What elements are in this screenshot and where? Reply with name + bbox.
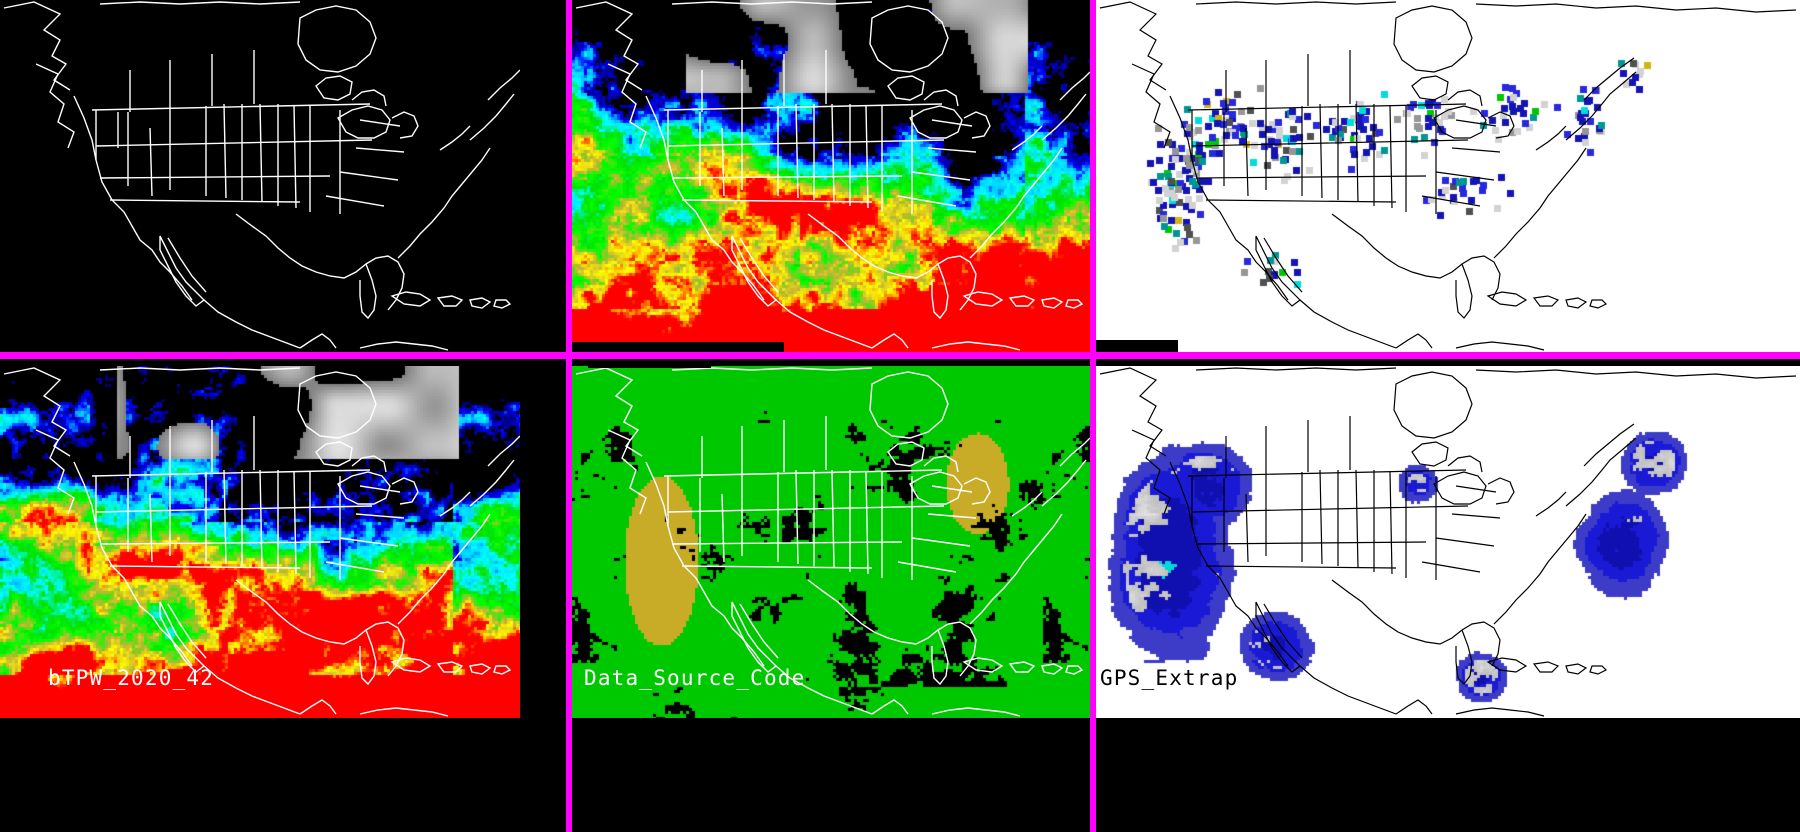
separator-vertical-left-lower [566, 359, 572, 832]
tpw-field-btpw [0, 366, 520, 718]
gps-extrap-field [1096, 366, 1800, 718]
coastline-overlay-mimic-rdf [0, 0, 520, 352]
data-source-code-field [572, 366, 1090, 718]
separator-vertical-mid [1090, 0, 1096, 352]
gps-site-markers [1096, 0, 1800, 352]
panel-gps-extrap[interactable]: GPS_Extrap [1096, 366, 1800, 718]
panel-data-source-code[interactable]: Data_Source_Code [572, 366, 1090, 718]
panel-btpw[interactable]: bTPW_2020_42 [0, 366, 520, 718]
panel-mimic-rdf[interactable]: MIMIC RDF [0, 0, 520, 352]
panel-gps-sites[interactable]: GPS Sites363 [1096, 0, 1800, 352]
tpw-field-goes-ew [572, 0, 1090, 352]
separator-vertical-left [566, 0, 572, 352]
separator-horizontal-main [0, 352, 1800, 359]
panel-goes-ew[interactable]: GOES_E/W [572, 0, 1090, 352]
separator-vertical-mid-lower [1090, 359, 1096, 832]
